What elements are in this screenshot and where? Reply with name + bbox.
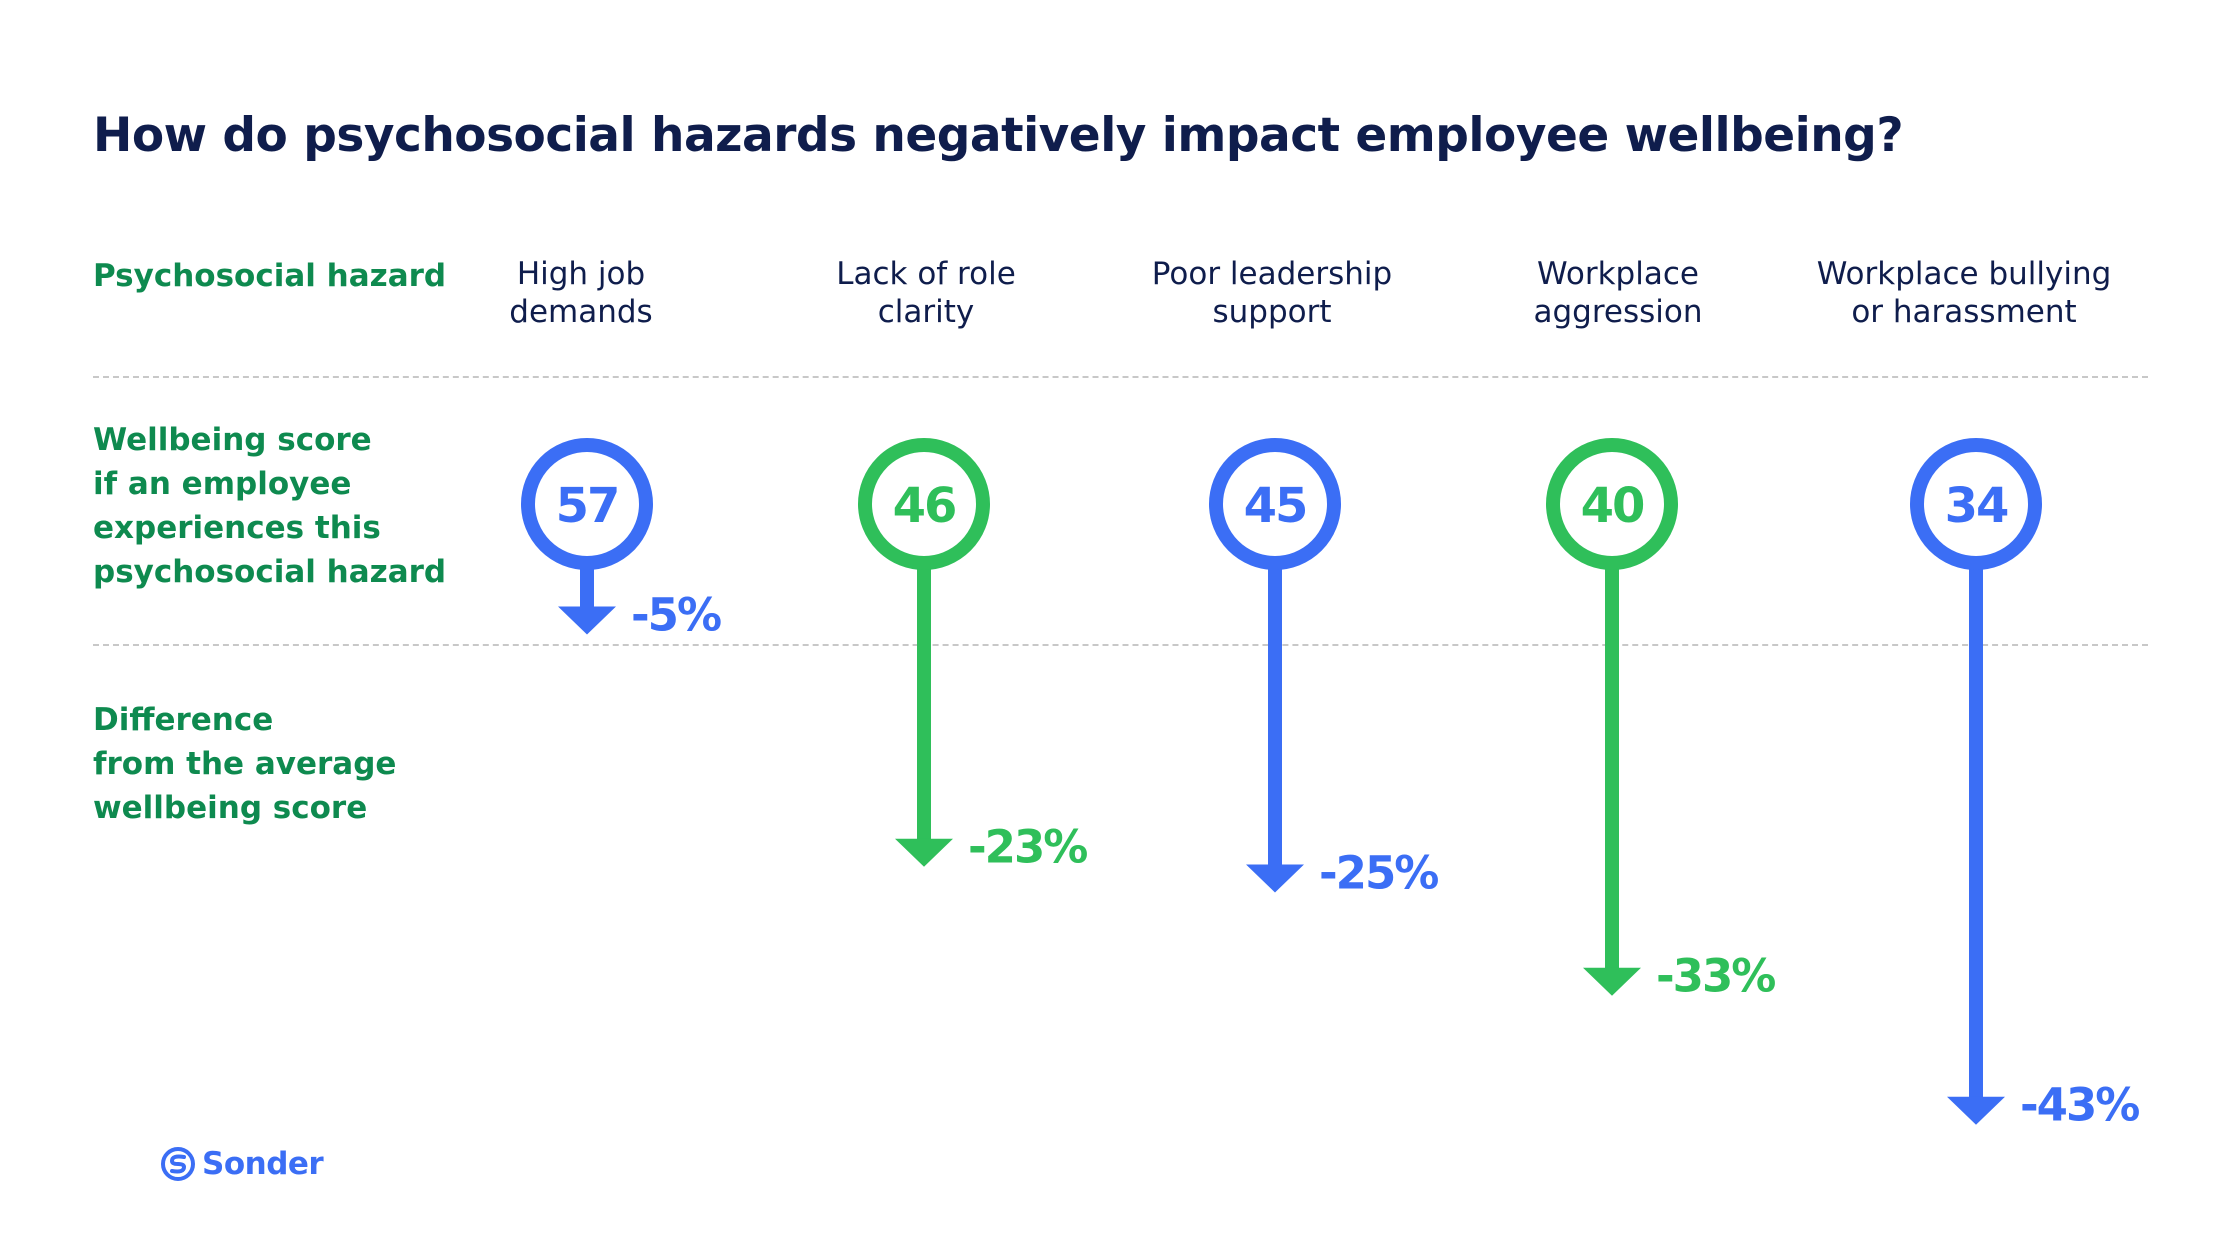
hazard-label-line: aggression [1533,294,1703,330]
row-label-line: Wellbeing score [93,422,372,458]
hazard-label-line: Poor leadership [1151,256,1393,292]
hazard-label: Workplace bullying or harassment [1784,255,2144,331]
difference-arrow-head [1583,967,1641,996]
hazard-label-line: clarity [877,294,975,330]
hazard-marker: 45 -25% [1209,438,1440,900]
row-label-line: if an employee [93,466,352,502]
sonder-s-icon [161,1147,195,1181]
score-value: 45 [1244,478,1307,534]
difference-arrow-head [1246,864,1304,893]
hazard-marker: 34 -43% [1910,438,2141,1132]
hazard-label-line: Workplace [1537,256,1699,292]
score-value: 46 [893,478,956,534]
difference-arrow-head [558,606,616,635]
hazard-label-line: or harassment [1851,294,2077,330]
hazard-marker: 40 -33% [1546,438,1777,1003]
hazard-label-line: High job [516,256,646,292]
hazard-label-line: demands [509,294,653,330]
divider-middle [93,644,2148,646]
row-label-line: wellbeing score [93,790,368,826]
brand-name: Sonder [202,1146,324,1182]
score-value: 40 [1581,478,1644,534]
page-title: How do psychosocial hazards negatively i… [93,108,1904,163]
difference-value: -25% [1319,847,1438,900]
hazard-marker: 46 -23% [858,438,1089,874]
difference-value: -5% [631,589,721,642]
score-circle [858,438,990,570]
score-value: 34 [1945,478,2008,534]
difference-value: -43% [2020,1079,2139,1132]
divider-top [93,376,2148,378]
score-circle [1209,438,1341,570]
hazard-label: High job demands [401,255,761,331]
row-label-hazard: Psychosocial hazard [93,254,446,298]
hazard-label-line: Lack of role [836,256,1016,292]
hazard-label: Lack of role clarity [746,255,1106,331]
score-circle [1546,438,1678,570]
hazard-label: Poor leadership support [1092,255,1452,331]
hazard-label-line: support [1212,294,1332,330]
hazard-marker: 57 -5% [521,438,723,642]
brand-logo: Sonder [160,1146,324,1182]
row-label-line: from the average [93,746,397,782]
row-label-wellbeing-score: Wellbeing score if an employee experienc… [93,418,446,594]
difference-value: -33% [1656,950,1775,1003]
score-circle [521,438,653,570]
row-label-difference: Difference from the average wellbeing sc… [93,698,396,830]
row-label-line: experiences this [93,510,381,546]
hazard-label: Workplace aggression [1438,255,1798,331]
row-label-line: Difference [93,702,274,738]
difference-arrow-head [895,838,953,867]
score-value: 57 [556,478,619,534]
score-circle [1910,438,2042,570]
difference-value: -23% [968,821,1087,874]
difference-arrow-head [1947,1096,2005,1125]
row-label-line: psychosocial hazard [93,554,447,590]
row-label-line: Psychosocial hazard [93,258,447,294]
hazard-label-line: Workplace bullying [1816,256,2112,292]
